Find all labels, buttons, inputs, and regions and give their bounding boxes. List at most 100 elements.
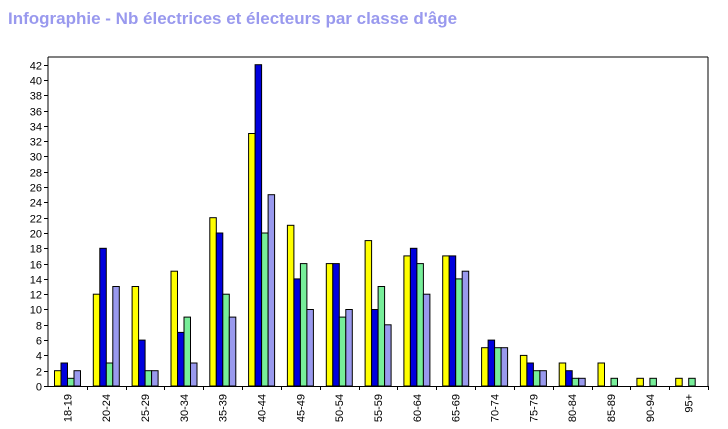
x-tick-label: 80-84 bbox=[567, 394, 579, 422]
y-tick-label: 42 bbox=[30, 61, 42, 73]
y-tick-label: 0 bbox=[36, 382, 42, 394]
bar bbox=[345, 309, 353, 387]
bar bbox=[500, 347, 509, 387]
bar bbox=[54, 370, 62, 387]
x-tick-label: 45-49 bbox=[295, 394, 307, 422]
bar bbox=[67, 377, 75, 387]
y-tick-label: 18 bbox=[30, 244, 42, 256]
bar bbox=[409, 247, 418, 387]
y-tick-label: 12 bbox=[30, 290, 42, 302]
bar bbox=[222, 293, 230, 387]
bar bbox=[526, 362, 534, 387]
bar bbox=[558, 362, 567, 387]
bar bbox=[688, 377, 696, 387]
x-tick-label: 55-59 bbox=[373, 394, 385, 422]
x-tick-label: 70-74 bbox=[490, 394, 502, 422]
bar bbox=[73, 370, 81, 387]
y-tick-label: 34 bbox=[30, 122, 42, 134]
bar bbox=[151, 370, 159, 387]
x-tick-label: 35-39 bbox=[218, 394, 230, 422]
y-tick-label: 20 bbox=[30, 229, 42, 241]
y-tick-label: 24 bbox=[30, 198, 42, 210]
bar bbox=[105, 362, 114, 387]
bar bbox=[403, 255, 411, 387]
bar bbox=[571, 377, 580, 387]
x-tick-label: 75-79 bbox=[528, 394, 540, 422]
bar bbox=[293, 278, 301, 387]
y-tick-label: 26 bbox=[30, 183, 42, 195]
bar bbox=[299, 263, 308, 387]
bar bbox=[649, 377, 657, 387]
bar bbox=[494, 347, 502, 387]
y-tick-label: 22 bbox=[30, 214, 42, 226]
bar bbox=[578, 377, 586, 387]
x-tick-label: 25-29 bbox=[140, 394, 152, 422]
bar bbox=[377, 286, 386, 387]
bar bbox=[112, 286, 120, 387]
y-tick-label: 8 bbox=[36, 321, 42, 333]
y-tick-label: 4 bbox=[36, 351, 42, 363]
x-tick-label: 30-34 bbox=[179, 394, 191, 422]
bar bbox=[364, 240, 373, 387]
bar bbox=[519, 354, 528, 387]
bar bbox=[261, 232, 269, 387]
x-tick-label: 85-89 bbox=[606, 394, 618, 422]
y-tick-label: 6 bbox=[36, 336, 42, 348]
y-tick-label: 32 bbox=[30, 137, 42, 149]
bar bbox=[286, 224, 295, 387]
bar bbox=[170, 270, 178, 387]
y-tick-label: 38 bbox=[30, 91, 42, 103]
bar bbox=[565, 370, 573, 387]
bar bbox=[144, 370, 153, 387]
bar bbox=[267, 194, 276, 387]
bar bbox=[306, 309, 314, 387]
bar bbox=[597, 362, 605, 387]
bar bbox=[532, 370, 541, 387]
x-tick-label: 65-69 bbox=[451, 394, 463, 422]
bar bbox=[442, 255, 450, 387]
bar bbox=[209, 217, 217, 387]
y-tick-label: 16 bbox=[30, 260, 42, 272]
bar bbox=[636, 377, 644, 387]
bar bbox=[481, 347, 489, 387]
bar bbox=[92, 293, 101, 387]
bar bbox=[422, 293, 431, 387]
bar bbox=[610, 377, 618, 387]
y-tick-label: 28 bbox=[30, 168, 42, 180]
bar bbox=[416, 263, 424, 387]
x-tick-label: 60-64 bbox=[412, 394, 424, 422]
bar bbox=[190, 362, 198, 387]
y-tick-label: 2 bbox=[36, 367, 42, 379]
bar bbox=[487, 339, 496, 387]
bar bbox=[455, 278, 463, 387]
bar bbox=[675, 377, 683, 387]
y-tick-label: 10 bbox=[30, 305, 42, 317]
y-tick-label: 40 bbox=[30, 76, 42, 88]
bar bbox=[325, 263, 334, 387]
bar bbox=[138, 339, 146, 387]
bar bbox=[228, 316, 237, 387]
bar bbox=[60, 362, 68, 387]
bar bbox=[539, 370, 547, 387]
bar bbox=[183, 316, 191, 387]
bar bbox=[248, 133, 256, 387]
x-tick-label: 18-19 bbox=[62, 394, 74, 422]
x-tick-label: 95+ bbox=[684, 394, 696, 413]
bar bbox=[131, 286, 140, 387]
bar bbox=[99, 247, 107, 387]
x-tick-label: 90-94 bbox=[645, 394, 657, 422]
x-tick-label: 50-54 bbox=[334, 394, 346, 422]
bar bbox=[461, 270, 470, 387]
bar bbox=[177, 331, 185, 387]
y-tick-label: 30 bbox=[30, 152, 42, 164]
x-tick-label: 40-44 bbox=[257, 394, 269, 422]
bar bbox=[254, 64, 263, 387]
bar bbox=[215, 232, 224, 387]
bar bbox=[448, 255, 457, 387]
y-tick-label: 14 bbox=[30, 275, 42, 287]
x-tick-label: 20-24 bbox=[101, 394, 113, 422]
bar bbox=[384, 324, 392, 387]
bar bbox=[338, 316, 347, 387]
chart-title: Infographie - Nb électrices et électeurs… bbox=[8, 9, 458, 28]
